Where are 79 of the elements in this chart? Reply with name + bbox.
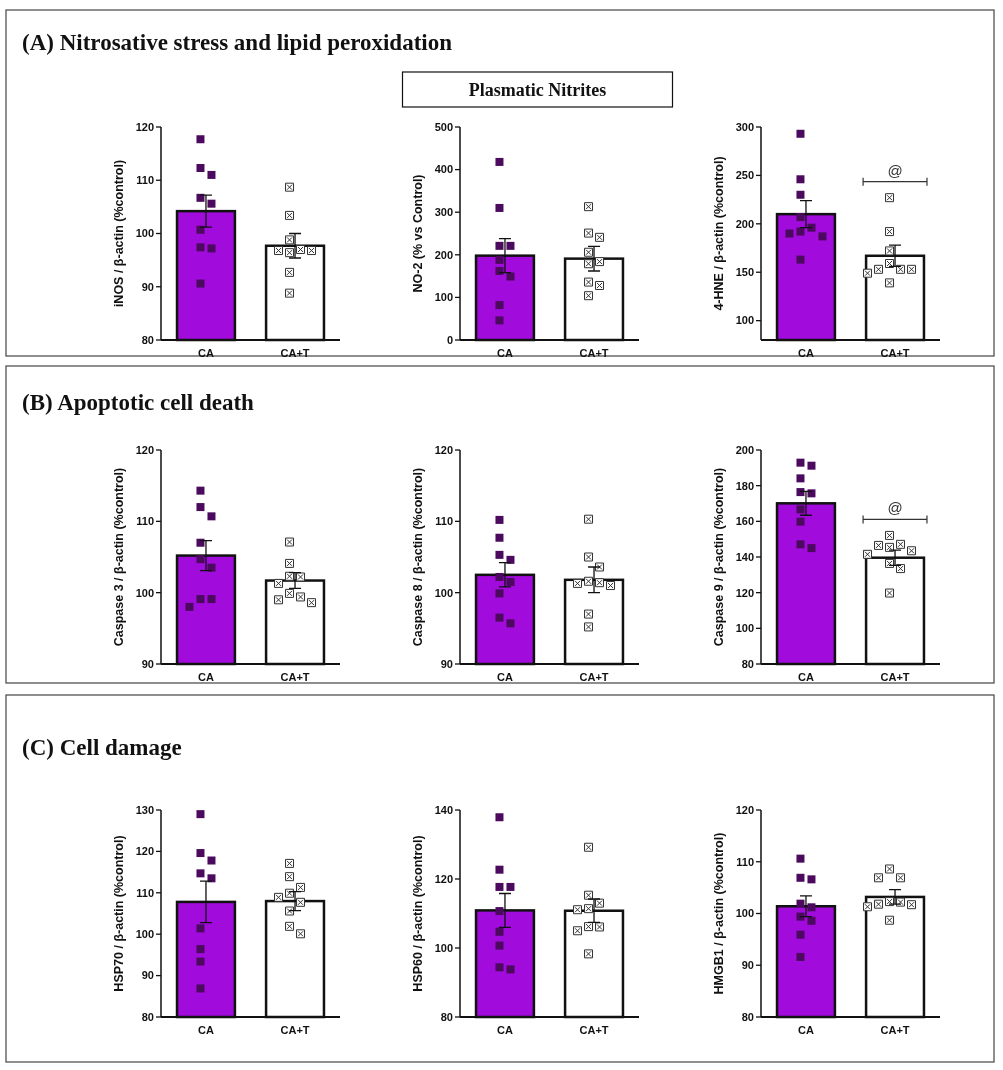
- y-tick-label: 90: [141, 657, 154, 670]
- y-tick-label: 200: [434, 248, 453, 261]
- chart-title: (B) Apoptotic cell death: [22, 390, 255, 415]
- y-tick-label: 120: [135, 845, 154, 858]
- x-tick-label: CA+T: [579, 671, 609, 683]
- y-tick-label: 110: [136, 174, 154, 187]
- y-tick-label: 120: [735, 586, 754, 599]
- y-axis-title: iNOS / β-actin (%control): [112, 159, 126, 308]
- y-tick-label: 160: [735, 515, 754, 528]
- y-tick-label: 90: [741, 959, 754, 972]
- annotation: @: [887, 161, 903, 179]
- y-axis-title: 4-HNE / β-actin (%control): [712, 156, 726, 311]
- y-tick-label: 140: [735, 550, 754, 563]
- y-tick-label: 90: [440, 657, 453, 670]
- y-tick-label: 120: [434, 872, 453, 885]
- y-axis-title: NO-2 (% vs Control): [411, 174, 425, 293]
- y-tick-label: 300: [434, 206, 453, 219]
- y-tick-label: 100: [434, 586, 453, 599]
- y-tick-label: 200: [735, 443, 754, 456]
- y-tick-label: 100: [135, 586, 154, 599]
- x-tick-label: CA: [198, 1024, 214, 1036]
- y-tick-label: 180: [735, 479, 754, 492]
- x-tick-label: CA: [798, 1024, 814, 1036]
- y-tick-label: 400: [434, 163, 453, 176]
- x-tick-label: CA: [198, 671, 214, 683]
- y-axis-title: HSP60 / β-actin (%control): [411, 835, 425, 992]
- x-tick-label: CA: [798, 671, 814, 683]
- y-tick-label: 110: [435, 515, 453, 528]
- y-tick-label: 0: [446, 333, 453, 346]
- chart-title: (C) Cell damage: [22, 735, 182, 760]
- x-tick-label: CA: [497, 671, 513, 683]
- y-tick-label: 110: [136, 886, 154, 899]
- y-tick-label: 120: [735, 803, 754, 816]
- x-tick-label: CA+T: [280, 347, 310, 359]
- chart-title: Plasmatic Nitrites: [468, 80, 607, 100]
- y-axis-title: Caspase 9 / β-actin (%control): [712, 467, 726, 647]
- annotation: @: [887, 499, 903, 517]
- y-axis-title: HSP70 / β-actin (%control): [112, 835, 126, 992]
- y-tick-label: 100: [135, 928, 154, 941]
- y-tick-label: 200: [735, 217, 754, 230]
- x-tick-label: CA: [497, 1024, 513, 1036]
- y-tick-label: 100: [735, 907, 754, 920]
- x-tick-label: CA+T: [280, 1024, 310, 1036]
- y-tick-label: 90: [141, 280, 154, 293]
- x-tick-label: CA+T: [579, 1024, 609, 1036]
- y-tick-label: 100: [735, 314, 754, 327]
- y-tick-label: 80: [141, 333, 154, 346]
- y-tick-label: 150: [735, 266, 754, 279]
- y-tick-label: 80: [741, 657, 754, 670]
- x-tick-label: CA: [497, 347, 513, 359]
- y-tick-label: 80: [440, 1010, 453, 1023]
- y-tick-label: 90: [141, 969, 154, 982]
- y-axis-title: HMGB1 / β-actin (%control): [712, 832, 726, 995]
- x-tick-label: CA+T: [579, 347, 609, 359]
- y-tick-label: 100: [735, 622, 754, 635]
- x-tick-label: CA: [798, 347, 814, 359]
- y-tick-label: 140: [434, 803, 453, 816]
- y-tick-label: 80: [141, 1010, 154, 1023]
- x-tick-label: CA+T: [880, 347, 910, 359]
- y-tick-label: 120: [135, 120, 154, 133]
- x-tick-label: CA+T: [880, 1024, 910, 1036]
- y-tick-label: 100: [434, 291, 453, 304]
- x-tick-label: CA+T: [880, 671, 910, 683]
- y-tick-label: 100: [434, 941, 453, 954]
- x-tick-label: CA: [198, 347, 214, 359]
- y-axis-title: Caspase 8 / β-actin (%control): [411, 467, 425, 647]
- y-tick-label: 120: [135, 443, 154, 456]
- x-tick-label: CA+T: [280, 671, 310, 683]
- y-tick-label: 100: [135, 227, 154, 240]
- y-axis-title: Caspase 3 / β-actin (%control): [112, 467, 126, 647]
- y-tick-label: 80: [741, 1010, 754, 1023]
- y-tick-label: 300: [735, 120, 754, 133]
- y-tick-label: 500: [434, 120, 453, 133]
- y-tick-label: 130: [135, 803, 154, 816]
- y-tick-label: 110: [136, 515, 154, 528]
- y-tick-label: 110: [736, 855, 754, 868]
- y-tick-label: 250: [735, 169, 754, 182]
- y-tick-label: 120: [434, 443, 453, 456]
- chart-title: (A) Nitrosative stress and lipid peroxidation: [22, 30, 453, 55]
